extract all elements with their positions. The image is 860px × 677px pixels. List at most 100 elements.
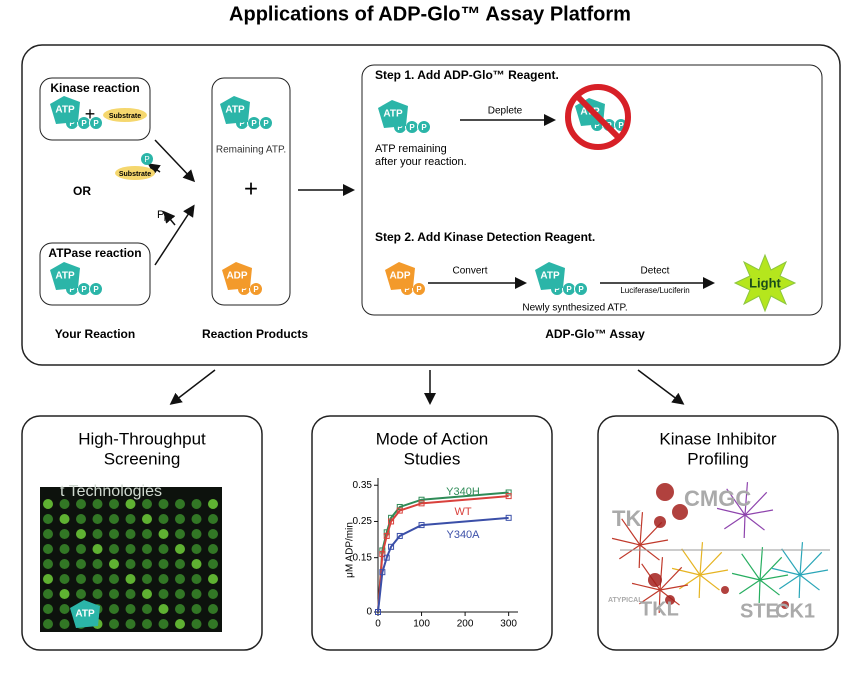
phosphate (417, 120, 431, 134)
well (125, 514, 136, 524)
branch (716, 507, 746, 516)
well (158, 559, 169, 569)
label: ATPase reaction (48, 246, 141, 260)
branch (741, 553, 761, 581)
point (388, 518, 395, 525)
panel-title: Profiling (687, 449, 748, 468)
assay-box (361, 64, 823, 316)
panel-title: Screening (104, 449, 181, 468)
branch (799, 551, 823, 576)
point (505, 489, 512, 496)
label: ATP remaining (375, 143, 447, 155)
x-tick-label: 200 (457, 619, 474, 630)
well (125, 619, 136, 629)
branch (731, 572, 761, 581)
caption: ADP-Glo™ Assay (545, 327, 645, 341)
well (158, 589, 169, 599)
phosphate-label: P (578, 285, 584, 294)
molecule (220, 96, 250, 124)
branch (759, 547, 764, 581)
well (43, 544, 53, 554)
label: Convert (452, 266, 487, 277)
branch (659, 584, 689, 591)
phosphate (249, 282, 263, 296)
phosphate-label: P (618, 121, 624, 130)
x-tick-label: 0 (375, 619, 381, 630)
group-label: ATYPICAL (608, 597, 643, 604)
well (125, 559, 136, 569)
label: Remaining ATP. (216, 145, 286, 156)
well (125, 529, 136, 539)
well (43, 619, 53, 629)
well (208, 574, 218, 584)
phosphate-label: P (594, 121, 600, 130)
branch (619, 544, 641, 560)
well (175, 589, 185, 599)
branch (699, 551, 723, 576)
well (191, 619, 202, 629)
phosphate-label: P (253, 285, 259, 294)
phosphate (141, 153, 153, 165)
branch (679, 574, 701, 590)
well (92, 574, 103, 584)
phosphate (412, 282, 426, 296)
well (76, 544, 86, 554)
branch (739, 579, 761, 595)
inhibitor-dot (781, 601, 789, 609)
branch (631, 582, 661, 591)
atpase-box (39, 242, 151, 306)
well (76, 574, 86, 584)
plus: + (244, 175, 258, 202)
phosphate-label: P (421, 123, 427, 132)
well (175, 604, 185, 614)
branch (759, 574, 789, 581)
molecule-label: ATP (225, 105, 245, 116)
molecule (535, 262, 565, 290)
branch (671, 567, 701, 576)
well (191, 544, 202, 554)
well (142, 529, 152, 539)
branch (799, 569, 829, 576)
well (109, 574, 119, 584)
panel-title: Studies (404, 449, 461, 468)
well (59, 559, 70, 569)
label: OR (73, 184, 91, 198)
branch (799, 542, 804, 576)
substrate (103, 108, 147, 122)
branch (744, 509, 774, 516)
branch (798, 574, 801, 599)
phosphate-label: P (241, 285, 247, 294)
well (92, 499, 103, 509)
label: after your reaction. (375, 156, 467, 168)
branch (726, 488, 746, 516)
phosphate-label: P (239, 119, 245, 128)
y-tick-label: 0.25 (353, 516, 373, 527)
well (208, 499, 218, 509)
step: Step 1. Add ADP-Glo™ Reagent. (375, 68, 559, 82)
well (175, 499, 185, 509)
well (59, 604, 70, 614)
well (191, 604, 202, 614)
well (59, 589, 70, 599)
point (383, 532, 390, 539)
well (92, 529, 103, 539)
well (191, 574, 202, 584)
caption: Your Reaction (55, 327, 135, 341)
point (388, 543, 395, 550)
phosphate-label: P (144, 155, 149, 164)
pi: i (164, 216, 166, 223)
y-axis-label: μM ADP/min (345, 522, 356, 578)
inhibitor-dot (654, 516, 666, 528)
well (43, 499, 53, 509)
branch (639, 539, 669, 546)
inhibitor-dot (648, 573, 662, 587)
phosphate-label: P (416, 285, 422, 294)
well (208, 619, 218, 629)
panel (311, 415, 553, 651)
series-label: WT (454, 506, 471, 518)
phosphate (574, 282, 588, 296)
light: Light (749, 275, 781, 290)
well (142, 499, 152, 509)
phosphate-label: P (93, 119, 99, 128)
